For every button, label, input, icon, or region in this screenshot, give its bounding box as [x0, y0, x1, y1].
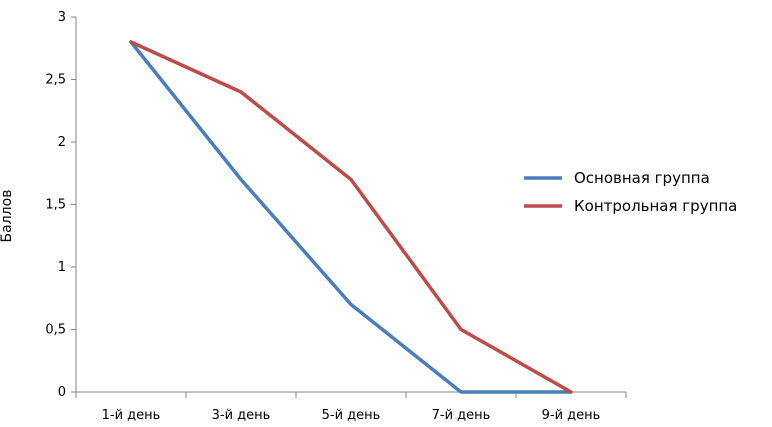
y-tick-label: 1 — [58, 260, 66, 275]
y-axis-label: Баллов — [0, 190, 15, 243]
y-tick-label: 0,5 — [45, 323, 66, 338]
x-tick-label: 9-й день — [542, 408, 601, 423]
x-tick-label: 5-й день — [322, 408, 381, 423]
y-axis: 0 0,5 1 1,5 2 2,5 3 — [45, 10, 77, 400]
legend-label-1: Основная группа — [574, 169, 710, 187]
series-lines — [129, 40, 573, 394]
x-tick-label: 1-й день — [102, 408, 161, 423]
y-tick-label: 2 — [58, 135, 66, 150]
series-line-2 — [129, 40, 573, 394]
y-tick-label: 3 — [58, 10, 66, 25]
y-tick-label: 2,5 — [45, 73, 66, 88]
x-tick-label: 7-й день — [432, 408, 491, 423]
y-tick-label: 0 — [58, 385, 66, 400]
legend-label-2: Контрольная группа — [574, 197, 737, 215]
y-tick-label: 1,5 — [45, 198, 66, 213]
x-tick-label: 3-й день — [212, 408, 271, 423]
legend: Основная группа Контрольная группа — [524, 169, 737, 215]
series-line-1 — [129, 40, 573, 394]
x-axis: 1-й день 3-й день 5-й день 7-й день 9-й день — [75, 391, 627, 423]
